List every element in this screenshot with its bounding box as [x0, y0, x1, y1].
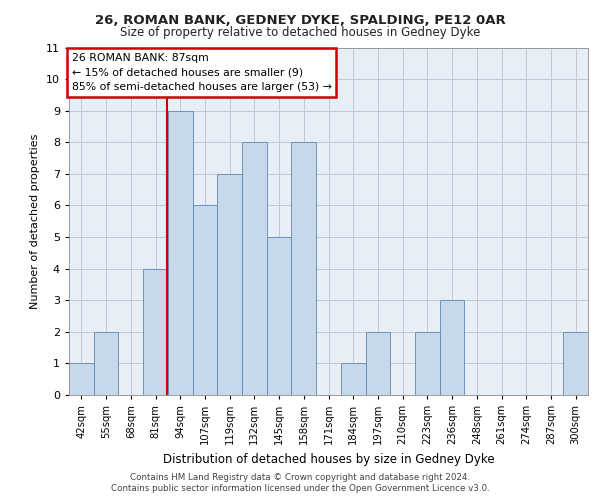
Bar	[94, 332, 118, 395]
Y-axis label: Number of detached properties: Number of detached properties	[31, 134, 40, 309]
Bar	[292, 142, 316, 395]
Text: Contains HM Land Registry data © Crown copyright and database right 2024.: Contains HM Land Registry data © Crown c…	[130, 472, 470, 482]
Bar	[217, 174, 242, 395]
Bar	[267, 237, 292, 395]
X-axis label: Distribution of detached houses by size in Gedney Dyke: Distribution of detached houses by size …	[163, 452, 494, 466]
Bar	[341, 364, 365, 395]
Text: Size of property relative to detached houses in Gedney Dyke: Size of property relative to detached ho…	[120, 26, 480, 39]
Text: Contains public sector information licensed under the Open Government Licence v3: Contains public sector information licen…	[110, 484, 490, 493]
Bar	[415, 332, 440, 395]
Bar	[440, 300, 464, 395]
Bar	[193, 206, 217, 395]
Bar	[168, 110, 193, 395]
Bar	[143, 268, 168, 395]
Bar	[365, 332, 390, 395]
Text: 26, ROMAN BANK, GEDNEY DYKE, SPALDING, PE12 0AR: 26, ROMAN BANK, GEDNEY DYKE, SPALDING, P…	[95, 14, 505, 27]
Bar	[242, 142, 267, 395]
Bar	[563, 332, 588, 395]
Text: 26 ROMAN BANK: 87sqm
← 15% of detached houses are smaller (9)
85% of semi-detach: 26 ROMAN BANK: 87sqm ← 15% of detached h…	[71, 52, 331, 92]
Bar	[69, 364, 94, 395]
